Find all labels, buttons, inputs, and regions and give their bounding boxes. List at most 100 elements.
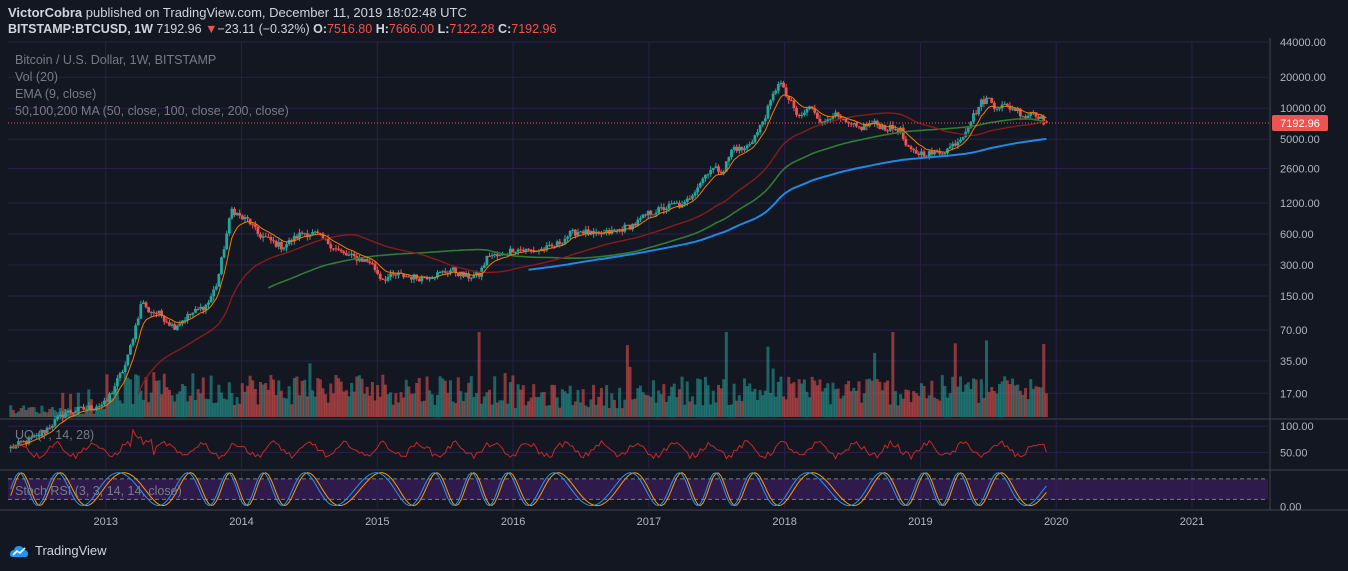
candle-body[interactable] [495,254,499,257]
candle-body[interactable] [162,316,166,322]
candle-body[interactable] [248,218,252,225]
candle-body[interactable] [659,207,663,209]
candle-body[interactable] [425,277,429,280]
candle-body[interactable] [300,232,304,234]
candle-body[interactable] [584,229,588,234]
candle-body[interactable] [48,427,52,429]
candle-body[interactable] [789,99,793,101]
candle-body[interactable] [1018,108,1022,117]
candle-body[interactable] [933,151,936,155]
candle-body[interactable] [779,82,783,85]
candle-body[interactable] [69,410,72,413]
candle-body[interactable] [394,274,398,276]
candle-body[interactable] [855,123,858,127]
candle-body[interactable] [384,279,387,281]
candle-body[interactable] [113,386,117,393]
candle-body[interactable] [896,129,900,133]
candle-body[interactable] [368,261,372,264]
candle-body[interactable] [545,245,549,251]
candle-body[interactable] [670,203,674,205]
candle-body[interactable] [24,441,28,444]
candle-body[interactable] [805,108,809,113]
candle-body[interactable] [464,273,468,277]
candle-body[interactable] [511,248,515,253]
candle-body[interactable] [620,229,624,232]
candle-body[interactable] [482,265,486,268]
candle-body[interactable] [691,195,694,199]
candle-body[interactable] [220,257,223,274]
candle-body[interactable] [641,214,645,219]
candle-body[interactable] [61,414,65,418]
candle-body[interactable] [441,271,445,273]
candle-body[interactable] [998,108,1001,110]
candle-body[interactable] [662,207,666,211]
candle-body[interactable] [802,112,806,115]
candle-body[interactable] [201,306,205,311]
candle-body[interactable] [1037,116,1040,119]
candle-body[interactable] [82,406,85,410]
candle-body[interactable] [823,121,827,123]
candle-body[interactable] [607,230,611,234]
candle-body[interactable] [183,320,187,322]
candle-body[interactable] [844,118,848,123]
candle-body[interactable] [618,229,622,231]
candle-body[interactable] [894,129,897,131]
candle-body[interactable] [87,405,91,409]
author-name[interactable]: VictorCobra [8,5,83,20]
candle-body[interactable] [1034,112,1038,117]
candle-body[interactable] [475,272,478,276]
candle-body[interactable] [706,174,710,176]
candle-body[interactable] [337,248,340,250]
legend-volume[interactable]: Vol (20) [15,70,59,84]
candle-body[interactable] [32,435,36,438]
candle-body[interactable] [45,427,49,433]
candle-body[interactable] [579,231,582,233]
candle-body[interactable] [935,151,939,153]
candle-body[interactable] [990,97,994,103]
candle-body[interactable] [636,219,640,226]
candle-body[interactable] [698,183,702,188]
candle-body[interactable] [784,87,788,97]
candle-body[interactable] [287,239,291,245]
candle-body[interactable] [264,236,268,238]
candle-body[interactable] [628,225,632,230]
candle-body[interactable] [865,124,869,127]
candle-body[interactable] [222,249,226,258]
candle-body[interactable] [815,112,819,119]
candle-body[interactable] [298,232,301,239]
candle-body[interactable] [631,223,635,230]
candle-body[interactable] [717,166,720,172]
candle-body[interactable] [1024,116,1027,118]
candle-body[interactable] [240,215,244,220]
candle-body[interactable] [63,412,67,418]
candle-body[interactable] [860,126,864,130]
candle-body[interactable] [105,400,109,402]
candle-body[interactable] [688,198,692,200]
candle-body[interactable] [168,322,171,326]
candle-body[interactable] [456,272,460,276]
candle-body[interactable] [555,241,559,247]
candle-body[interactable] [654,212,658,215]
candle-body[interactable] [922,151,926,157]
candle-body[interactable] [259,234,262,238]
legend-stoch-rsi[interactable]: Stoch RSI (3, 3, 14, 14, close) [15,484,182,498]
candle-body[interactable] [818,118,822,123]
candle-body[interactable] [516,249,520,252]
candle-body[interactable] [724,161,728,172]
candle-body[interactable] [402,273,406,278]
candle-body[interactable] [745,145,749,149]
candle-body[interactable] [995,108,999,110]
candle-body[interactable] [204,304,208,311]
candle-body[interactable] [318,233,322,235]
candle-body[interactable] [243,217,247,220]
candle-body[interactable] [118,373,122,379]
candle-body[interactable] [678,202,681,208]
candle-body[interactable] [352,253,356,257]
candle-body[interactable] [605,230,609,233]
candle-body[interactable] [571,229,575,231]
candle-body[interactable] [420,276,424,282]
candle-body[interactable] [266,236,270,238]
candle-body[interactable] [711,167,715,170]
candle-body[interactable] [881,125,884,130]
candle-body[interactable] [410,276,413,280]
